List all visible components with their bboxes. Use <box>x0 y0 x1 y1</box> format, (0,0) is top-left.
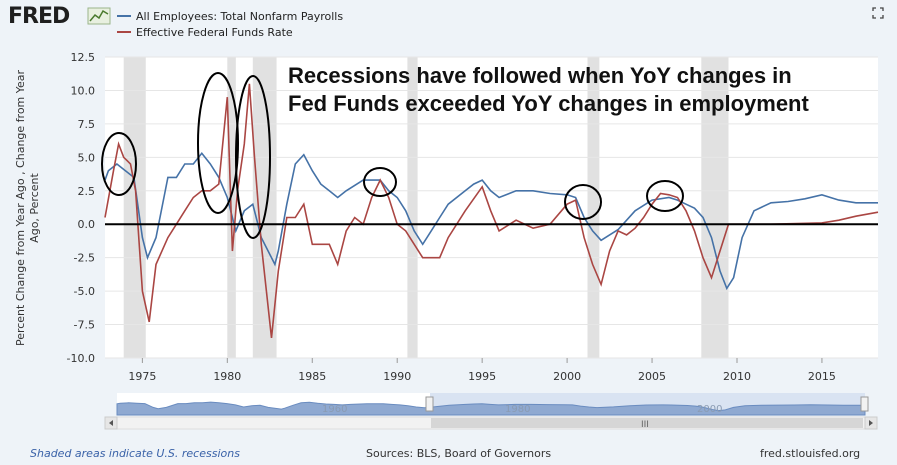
chevron-left-icon <box>109 420 113 426</box>
grid-layer <box>105 56 878 359</box>
navigator-handle-right[interactable] <box>860 396 869 412</box>
annotation-ellipse <box>646 180 684 212</box>
y-tick-label: -10.0 <box>67 352 95 365</box>
recession-band <box>123 57 146 358</box>
x-tick-label: 1995 <box>468 370 496 383</box>
chevron-right-icon <box>869 420 873 426</box>
annotation-ellipse <box>363 167 397 197</box>
y-tick-label: -5.0 <box>74 285 95 298</box>
recession-band <box>252 57 277 358</box>
recession-note: Shaded areas indicate U.S. recessions <box>30 447 240 460</box>
series-line-payrolls <box>104 152 878 291</box>
x-tick-label: 2015 <box>808 370 836 383</box>
x-tick-label: 2005 <box>638 370 666 383</box>
navigator-tick: 1960 <box>322 404 347 415</box>
recession-band <box>407 57 418 358</box>
x-tick-label: 2010 <box>723 370 751 383</box>
annotation-ellipse <box>564 184 602 220</box>
x-tick-labels: 1975 1980 1985 1990 1995 2000 2005 2010 2015 <box>128 358 836 383</box>
recession-band <box>701 57 729 358</box>
legend-label-payrolls: All Employees: Total Nonfarm Payrolls <box>136 9 344 23</box>
scrollbar-grip-icon: III <box>641 420 649 430</box>
navigator-tick: 2000 <box>697 404 722 415</box>
legend-swatch-fedfunds <box>117 31 131 33</box>
chart-annotation: Recessions have followed when YoY change… <box>288 62 809 118</box>
sources-text: Sources: BLS, Board of Governors <box>366 447 552 460</box>
y-tick-label: 0.0 <box>78 218 96 231</box>
y-tick-label: -7.5 <box>74 319 95 332</box>
annotation-ellipse <box>235 75 271 239</box>
legend: All Employees: Total Nonfarm Payrolls Ef… <box>117 8 343 40</box>
annotation-ellipse <box>101 132 137 196</box>
x-tick-label: 1980 <box>213 370 241 383</box>
navigator[interactable]: 1960 1980 2000 <box>116 393 869 416</box>
legend-item-payrolls[interactable]: All Employees: Total Nonfarm Payrolls <box>117 8 343 24</box>
annotation-line-2: Fed Funds exceeded YoY changes in employ… <box>288 91 809 116</box>
y-tick-label: 12.5 <box>71 51 96 64</box>
legend-swatch-payrolls <box>117 15 131 17</box>
y-tick-label: 2.5 <box>78 185 96 198</box>
annotation-ellipse <box>197 72 239 214</box>
x-tick-label: 1990 <box>383 370 411 383</box>
recession-layer <box>123 57 729 358</box>
x-tick-label: 1975 <box>128 370 156 383</box>
y-axis-label-line1: Percent Change from Year Ago , Change fr… <box>14 69 27 346</box>
annotation-line-1: Recessions have followed when YoY change… <box>288 63 792 88</box>
navigator-tick: 1980 <box>505 404 530 415</box>
navigator-series <box>116 401 866 416</box>
navigator-handle-left[interactable] <box>425 396 434 412</box>
legend-label-fedfunds: Effective Federal Funds Rate <box>136 25 293 39</box>
x-tick-label: 2000 <box>553 370 581 383</box>
y-tick-label: 10.0 <box>71 84 96 97</box>
annotation-ellipses <box>101 72 684 239</box>
y-tick-label: -2.5 <box>74 252 95 265</box>
scrollbar[interactable]: III <box>104 416 878 430</box>
scrollbar-thumb[interactable] <box>431 418 863 428</box>
y-tick-label: 7.5 <box>78 118 96 131</box>
legend-item-fedfunds[interactable]: Effective Federal Funds Rate <box>117 24 343 40</box>
y-tick-label: 5.0 <box>78 151 96 164</box>
site-link[interactable]: fred.stlouisfed.org <box>760 447 861 460</box>
fred-logo[interactable]: FRED <box>8 4 70 29</box>
y-tick-labels: 12.5 10.0 7.5 5.0 2.5 0.0 -2.5 -5.0 -7.5 -10.0 <box>67 51 95 365</box>
expand-icon[interactable] <box>872 7 884 19</box>
trend-icon <box>87 7 111 25</box>
y-axis-label-line2: Ago, Percent <box>28 173 41 243</box>
recession-band <box>587 57 600 358</box>
x-tick-label: 1985 <box>298 370 326 383</box>
